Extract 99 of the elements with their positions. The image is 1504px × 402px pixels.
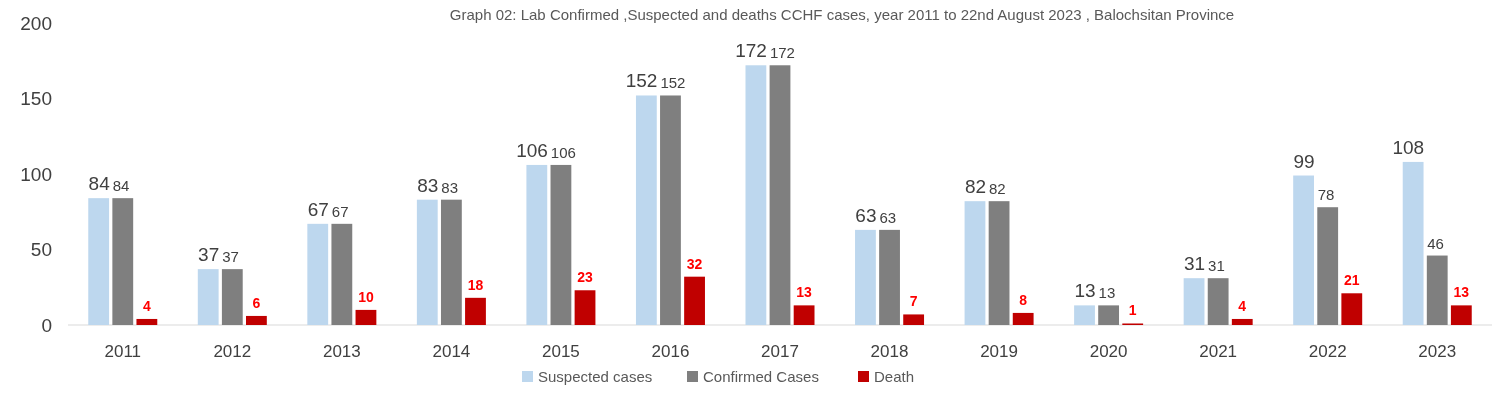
x-tick-label: 2023 (1418, 342, 1457, 361)
bar (660, 95, 681, 325)
bar (221, 269, 243, 325)
x-tick-label: 2021 (1199, 342, 1238, 361)
bar (855, 229, 876, 325)
bar (1012, 312, 1034, 325)
y-tick-label: 0 (41, 314, 52, 336)
data-label: 7 (909, 293, 918, 310)
data-label: 8 (1019, 291, 1028, 308)
bar (1231, 318, 1253, 325)
bar (440, 199, 462, 325)
data-label: 152 (660, 74, 686, 92)
data-label: 99 (1293, 150, 1315, 172)
bar (331, 223, 353, 325)
data-label: 31 (1208, 257, 1225, 275)
data-label: 172 (735, 40, 767, 62)
bar (197, 269, 219, 325)
bar (1341, 293, 1363, 325)
x-tick-label: 2014 (432, 342, 471, 361)
bar (635, 95, 657, 325)
data-label: 1 (1128, 302, 1137, 319)
data-label: 46 (1427, 234, 1444, 252)
data-label: 37 (198, 244, 220, 266)
x-tick-label: 2015 (542, 342, 580, 361)
data-label: 13 (1453, 284, 1470, 301)
bar (1074, 305, 1095, 325)
data-label: 63 (855, 204, 877, 226)
bar (684, 276, 705, 325)
bar (1098, 305, 1120, 325)
data-label: 13 (1098, 284, 1116, 302)
data-label: 4 (142, 297, 151, 314)
bar (745, 65, 767, 325)
bar (769, 65, 791, 325)
x-tick-label: 2022 (1308, 342, 1347, 361)
bar (246, 315, 267, 325)
bar (465, 297, 486, 325)
bar (574, 290, 596, 325)
bar (307, 223, 329, 325)
bar (964, 201, 986, 325)
data-label: 106 (516, 139, 548, 161)
y-tick-label: 100 (20, 163, 52, 185)
bar (1207, 278, 1229, 325)
data-label: 31 (1183, 253, 1206, 275)
bar (112, 198, 134, 325)
data-label: 23 (577, 269, 594, 286)
bar (88, 198, 110, 325)
data-label: 4 (1238, 297, 1247, 314)
bar (1183, 278, 1205, 325)
chart-title: Graph 02: Lab Confirmed ,Suspected and deaths CCHF cases, year 2011 to 22nd August 2023 , Balochsitan Province (449, 6, 1235, 23)
bar (550, 164, 572, 325)
bar (355, 309, 377, 325)
data-label: 84 (112, 177, 130, 195)
bar (1426, 255, 1448, 325)
legend-label: Confirmed Cases (703, 368, 819, 385)
data-label: 32 (686, 255, 703, 272)
data-label: 6 (252, 294, 261, 311)
legend-label: Suspected cases (538, 368, 653, 385)
data-label: 83 (417, 174, 439, 196)
legend-label: Death (874, 368, 915, 385)
x-tick-label: 2019 (980, 342, 1018, 361)
bar (526, 164, 548, 325)
bar (793, 305, 815, 325)
data-label: 84 (88, 173, 111, 195)
data-label: 10 (358, 288, 374, 305)
data-label: 82 (989, 180, 1006, 198)
bar (879, 229, 900, 325)
data-label: 13 (796, 284, 813, 301)
data-label: 172 (769, 44, 795, 62)
bar (988, 201, 1010, 325)
data-label: 108 (1392, 136, 1425, 158)
x-tick-label: 2016 (651, 342, 690, 361)
bar (903, 314, 925, 325)
data-label: 21 (1344, 272, 1360, 289)
data-label: 106 (550, 143, 576, 161)
bar (136, 318, 158, 325)
data-label: 67 (331, 202, 349, 220)
y-tick-label: 50 (30, 239, 52, 261)
bar (1402, 161, 1424, 325)
bar (416, 199, 438, 325)
data-label: 37 (222, 248, 239, 266)
x-tick-label: 2011 (104, 342, 142, 361)
data-label: 82 (964, 176, 987, 198)
x-tick-label: 2020 (1089, 342, 1128, 361)
x-tick-label: 2018 (870, 342, 909, 361)
bar (1293, 175, 1314, 325)
bar (1317, 207, 1339, 325)
y-tick-label: 200 (20, 12, 52, 34)
data-label: 18 (467, 276, 484, 293)
x-tick-label: 2013 (322, 342, 361, 361)
bar (1450, 305, 1472, 325)
data-label: 152 (625, 70, 658, 92)
data-label: 78 (1317, 186, 1335, 204)
y-tick-label: 150 (20, 88, 52, 110)
x-tick-label: 2012 (213, 342, 252, 361)
x-tick-label: 2017 (761, 342, 799, 361)
data-label: 63 (879, 208, 897, 226)
data-label: 67 (307, 198, 329, 220)
data-label: 83 (441, 178, 459, 196)
data-label: 13 (1074, 280, 1096, 302)
